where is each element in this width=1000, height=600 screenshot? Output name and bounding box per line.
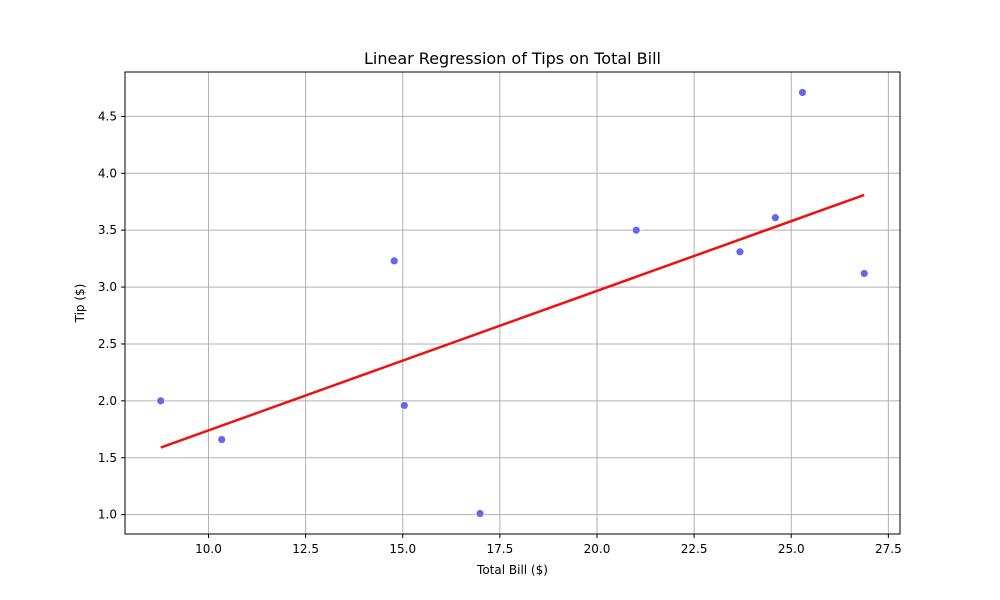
- grid: [125, 72, 900, 534]
- x-tick-label: 12.5: [292, 542, 319, 556]
- data-point: [399, 401, 409, 410]
- plot-area-frame: [124, 71, 901, 535]
- y-tick-label: 3.5: [98, 223, 117, 237]
- x-tick-label: 10.0: [195, 542, 222, 556]
- data-point: [156, 396, 166, 406]
- regression-line: [160, 193, 865, 449]
- x-tick-label: 20.0: [584, 542, 611, 556]
- y-axis-ticks: 1.0 1.5 2.0 2.5 3.0 3.5 4.0 4.5: [98, 109, 125, 522]
- y-tick-label: 4.5: [98, 109, 117, 123]
- x-tick-label: 15.0: [389, 542, 416, 556]
- y-tick-label: 1.0: [98, 508, 117, 522]
- x-tick-label: 27.5: [875, 542, 902, 556]
- data-point: [389, 256, 399, 266]
- scatter-points: [156, 88, 869, 518]
- x-tick-label: 17.5: [487, 542, 514, 556]
- y-tick-label: 4.0: [98, 166, 117, 180]
- data-point: [475, 509, 485, 518]
- data-point: [798, 88, 807, 97]
- regression-line-layer: [160, 193, 865, 449]
- y-axis-label: Tip ($): [73, 284, 87, 324]
- x-axis-ticks: 10.0 12.5 15.0 17.5 20.0 22.5 25.0 27.5: [195, 534, 902, 556]
- x-tick-label: 22.5: [681, 542, 708, 556]
- x-tick-label: 25.0: [778, 542, 805, 556]
- y-tick-label: 2.5: [98, 337, 117, 351]
- chart-title: Linear Regression of Tips on Total Bill: [364, 49, 661, 68]
- data-point: [735, 247, 745, 257]
- data-point: [217, 435, 227, 444]
- y-tick-label: 1.5: [98, 451, 117, 465]
- data-point: [631, 225, 641, 235]
- y-tick-label: 3.0: [98, 280, 117, 294]
- data-point: [770, 213, 780, 223]
- data-point: [859, 269, 869, 278]
- x-axis-label: Total Bill ($): [476, 563, 548, 577]
- y-tick-label: 2.0: [98, 394, 117, 408]
